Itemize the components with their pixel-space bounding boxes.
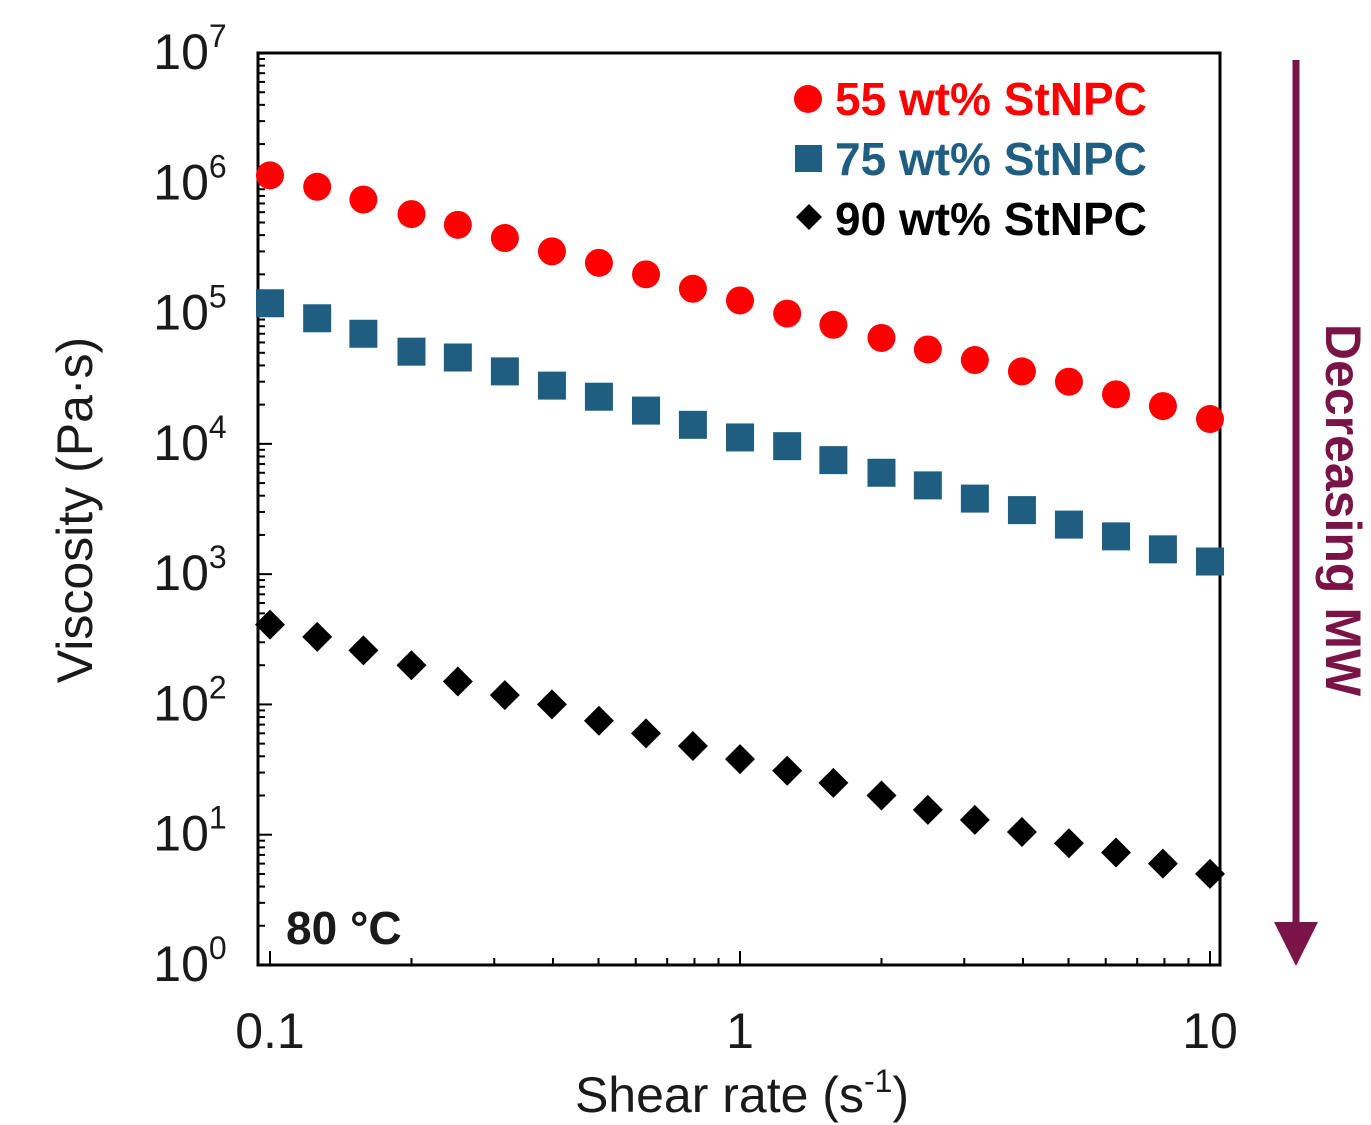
point-series-1 <box>773 299 802 328</box>
point-series-2 <box>867 458 896 487</box>
point-series-3 <box>959 804 990 835</box>
y-tick-label: 102 <box>153 669 226 731</box>
point-series-2 <box>1102 522 1131 551</box>
point-series-3 <box>866 780 897 811</box>
point-series-1 <box>1102 380 1131 409</box>
data-points <box>255 161 1225 889</box>
y-tick-label: 100 <box>153 930 226 992</box>
y-tick-label: 107 <box>153 18 226 80</box>
point-series-2 <box>256 289 284 318</box>
x-axis-ticks <box>269 951 1211 965</box>
point-series-1 <box>1054 367 1083 396</box>
point-series-3 <box>631 718 662 749</box>
point-series-3 <box>1195 858 1225 889</box>
point-series-3 <box>772 755 803 786</box>
point-series-2 <box>1196 547 1224 576</box>
x-axis-title: Shear rate (s-1) <box>575 1063 909 1123</box>
point-series-1 <box>537 237 566 266</box>
point-series-1 <box>443 210 472 239</box>
point-series-2 <box>913 471 942 500</box>
decreasing-mw-label: Decreasing MW <box>1315 324 1371 697</box>
x-axis-tick-labels: 0.1 1 10 <box>235 1003 1238 1059</box>
svg-text:90 wt% StNPC: 90 wt% StNPC <box>835 193 1147 245</box>
decreasing-mw-arrow <box>1274 60 1318 966</box>
point-series-1 <box>960 346 989 375</box>
point-series-1 <box>303 172 332 201</box>
y-tick-label: 106 <box>153 148 226 210</box>
point-series-3 <box>1147 848 1178 879</box>
y-axis-tick-labels: 100 101 102 103 104 105 106 107 <box>153 18 226 992</box>
point-series-3 <box>1053 828 1084 859</box>
point-series-1 <box>1148 392 1177 421</box>
point-series-2 <box>726 423 754 452</box>
y-tick-label: 105 <box>153 279 226 341</box>
point-series-2 <box>537 371 566 400</box>
y-axis-ticks <box>258 52 272 966</box>
y-tick-label: 101 <box>153 800 226 862</box>
point-series-2 <box>584 382 613 411</box>
point-series-3 <box>348 635 379 666</box>
point-series-3 <box>725 744 755 775</box>
x-tick-label: 0.1 <box>235 1003 305 1059</box>
y-tick-label: 103 <box>153 539 226 601</box>
point-series-1 <box>913 335 942 364</box>
point-series-2 <box>678 410 707 439</box>
plot-frame <box>256 51 1222 967</box>
point-series-3 <box>396 650 427 681</box>
point-series-2 <box>1007 496 1036 525</box>
point-series-2 <box>443 343 472 372</box>
x-tick-label: 10 <box>1182 1003 1238 1059</box>
point-series-3 <box>536 689 567 720</box>
x-tick-label: 1 <box>726 1003 754 1059</box>
legend-item-55wt: 55 wt% StNPC <box>794 73 1147 125</box>
point-series-3 <box>583 705 614 736</box>
point-series-2 <box>632 396 661 425</box>
point-series-1 <box>726 286 754 315</box>
point-series-1 <box>397 200 426 229</box>
point-series-1 <box>632 260 661 289</box>
point-series-3 <box>818 767 849 798</box>
point-series-3 <box>489 680 520 711</box>
legend: 55 wt% StNPC 75 wt% StNPC 90 wt% StNPC <box>794 73 1147 245</box>
point-series-2 <box>303 304 332 333</box>
point-series-2 <box>819 446 848 475</box>
point-series-2 <box>349 319 378 348</box>
point-series-1 <box>256 161 284 190</box>
point-series-1 <box>490 224 519 253</box>
point-series-2 <box>960 484 989 513</box>
point-series-1 <box>584 248 613 277</box>
point-series-1 <box>1196 405 1224 434</box>
legend-item-90wt: 90 wt% StNPC <box>796 193 1147 245</box>
point-series-3 <box>1006 816 1037 847</box>
point-series-1 <box>819 310 848 339</box>
point-series-3 <box>912 794 943 825</box>
point-series-1 <box>678 274 707 303</box>
point-series-1 <box>1007 357 1036 386</box>
point-series-2 <box>490 357 519 386</box>
point-series-2 <box>1148 535 1177 564</box>
svg-text:55 wt% StNPC: 55 wt% StNPC <box>835 73 1147 125</box>
temperature-annotation: 80 °C <box>286 902 402 954</box>
point-series-1 <box>349 185 378 214</box>
point-series-3 <box>677 730 708 761</box>
point-series-2 <box>1054 510 1083 539</box>
legend-item-75wt: 75 wt% StNPC <box>795 133 1147 185</box>
point-series-2 <box>773 432 802 461</box>
svg-text:75 wt% StNPC: 75 wt% StNPC <box>835 133 1147 185</box>
point-series-3 <box>255 609 285 640</box>
point-series-1 <box>867 323 896 352</box>
point-series-3 <box>302 621 333 652</box>
y-tick-label: 104 <box>153 409 226 471</box>
point-series-3 <box>1101 837 1132 868</box>
point-series-3 <box>442 666 473 697</box>
y-axis-title: Viscosity (Pa·s) <box>47 337 103 683</box>
point-series-2 <box>397 337 426 366</box>
